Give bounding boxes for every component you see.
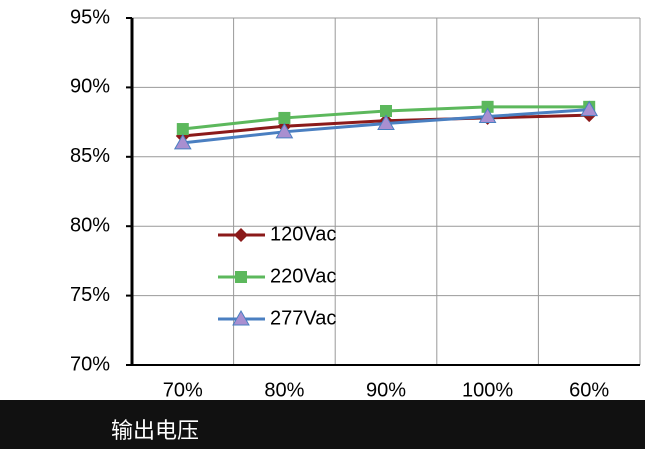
marker (173, 133, 192, 150)
marker (380, 104, 392, 117)
marker (232, 309, 250, 326)
x-axis-title: 输出电压 (111, 418, 199, 443)
y-tick-label: 95% (70, 6, 110, 28)
y-tick-label: 85% (70, 145, 110, 167)
marker (278, 111, 291, 124)
x-tick-label: 70% (163, 379, 203, 401)
x-tick-label: 60% (569, 379, 609, 401)
marker (235, 271, 247, 283)
marker (176, 123, 189, 136)
marker (275, 122, 294, 139)
y-tick-label: 75% (70, 284, 110, 306)
legend-label: 120Vac (270, 223, 336, 245)
x-tick-label: 100% (462, 379, 513, 401)
y-tick-label: 70% (70, 353, 110, 375)
x-tick-label: 80% (264, 379, 304, 401)
x-label-band (0, 400, 645, 449)
y-tick-label: 90% (70, 76, 110, 98)
marker (377, 114, 395, 130)
legend-label: 220Vac (270, 265, 336, 287)
x-tick-label: 90% (366, 379, 406, 401)
legend-label: 277Vac (270, 307, 336, 329)
marker (234, 228, 248, 242)
y-tick-label: 80% (70, 214, 110, 236)
marker (481, 100, 494, 113)
marker (478, 107, 497, 124)
marker (580, 100, 599, 117)
